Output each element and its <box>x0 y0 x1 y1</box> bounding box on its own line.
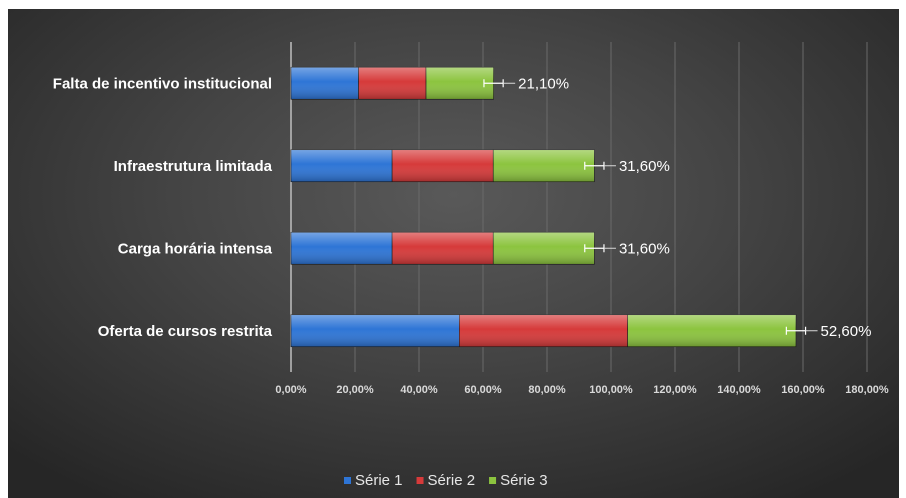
x-tick-label: 120,00% <box>653 384 697 396</box>
data-label: 31,60% <box>619 240 670 257</box>
legend-entry: Série 2 <box>428 472 476 489</box>
x-tick-label: 100,00% <box>589 384 633 396</box>
bar-highlight <box>291 67 359 100</box>
category-label: Carga horária intensa <box>118 240 273 257</box>
labels: 0,00% 20,00% 40,00% 60,00% 80,00% 100,00% 120,… <box>53 75 889 396</box>
bar-highlight <box>291 149 393 182</box>
bar-highlight <box>358 67 427 100</box>
bar-highlight <box>627 314 796 347</box>
legend-swatch <box>344 477 351 484</box>
bar-highlight <box>291 232 393 265</box>
data-label: 31,60% <box>619 158 670 175</box>
x-tick-label: 180,00% <box>845 384 889 396</box>
bar-highlight <box>493 149 595 182</box>
legend-entry: Série 3 <box>500 472 548 489</box>
legend: Série 1 Série 2 Série 3 <box>344 472 548 489</box>
bar-highlight <box>493 232 595 265</box>
category-label: Falta de incentivo institucional <box>53 75 272 92</box>
x-tick-label: 140,00% <box>717 384 761 396</box>
legend-swatch <box>416 477 424 484</box>
bar-highlight <box>392 232 494 265</box>
x-tick-label: 40,00% <box>400 384 438 396</box>
category-label: Oferta de cursos restrita <box>98 323 273 340</box>
x-tick-label: 80,00% <box>528 384 566 396</box>
data-label: 52,60% <box>821 323 872 340</box>
legend-swatch <box>489 477 497 484</box>
category-label: Infraestrutura limitada <box>114 158 273 175</box>
x-tick-label: 160,00% <box>781 384 825 396</box>
bars <box>290 66 818 348</box>
x-tick-label: 20,00% <box>336 384 374 396</box>
legend-entry: Série 1 <box>355 472 403 489</box>
x-tick-label: 0,00% <box>275 384 306 396</box>
bar-highlight <box>291 314 460 347</box>
bar-highlight <box>392 149 494 182</box>
x-tick-label: 60,00% <box>464 384 502 396</box>
bar-highlight <box>459 314 628 347</box>
data-label: 21,10% <box>518 75 569 92</box>
bar-highlight <box>426 67 494 100</box>
